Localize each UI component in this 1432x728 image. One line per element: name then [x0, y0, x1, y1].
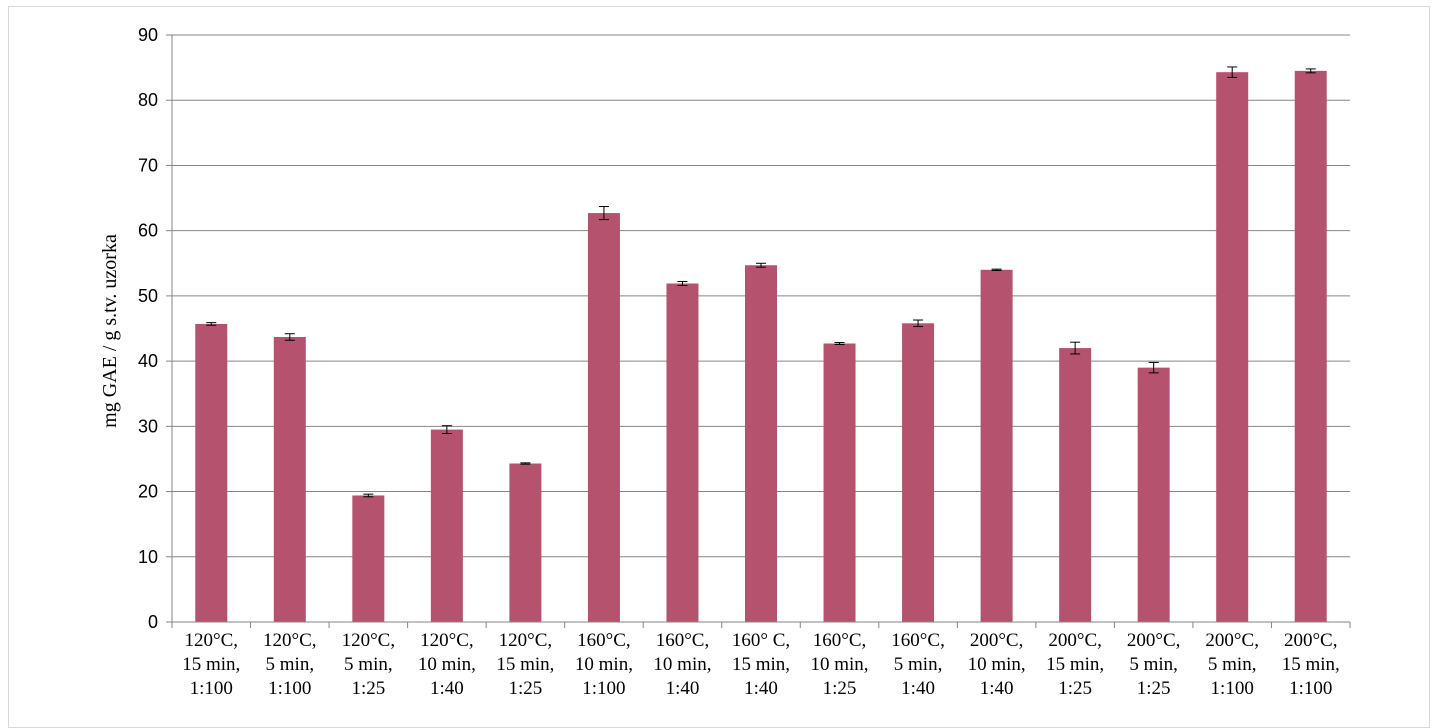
y-tick-label: 50: [138, 286, 158, 306]
error-bar: [284, 333, 295, 341]
x-tick-label: 120°C, 5 min, 1:100: [263, 630, 317, 699]
x-tick-label: 200°C, 5 min, 1:25: [1127, 630, 1181, 699]
y-tick-label: 90: [138, 25, 158, 45]
y-tick-label: 60: [138, 221, 158, 241]
bar: [1294, 70, 1327, 623]
x-tick-label: 200°C, 15 min, 1:100: [1282, 630, 1340, 699]
error-bar: [1305, 68, 1316, 74]
bar: [666, 283, 699, 622]
x-tick-label: 160°C, 10 min, 1:25: [811, 630, 869, 699]
error-bar: [520, 462, 531, 465]
bar: [745, 265, 777, 622]
x-tick-label: 160°C, 5 min, 1:40: [891, 630, 945, 699]
bar: [902, 323, 935, 622]
x-tick-label: 200°C, 10 min, 1:40: [968, 630, 1026, 699]
y-tick-label: 40: [138, 351, 158, 371]
bar: [509, 463, 542, 622]
error-bar: [834, 342, 845, 345]
x-tick-label: 120°C, 15 min, 1:25: [496, 630, 554, 699]
error-bar: [206, 322, 217, 326]
bar: [587, 213, 620, 622]
error-bar: [677, 281, 688, 286]
chart-frame: 0 10 20 30 40 50 60 70 80 90 120°C, 15 min, 1:100 12…: [8, 6, 1430, 728]
x-tick-label: 120°C, 15 min, 1:100: [182, 630, 240, 699]
axes: [166, 34, 1351, 628]
y-tick-label: 20: [138, 482, 158, 502]
x-tick-label: 120°C, 10 min, 1:40: [418, 630, 476, 699]
bar: [1216, 72, 1249, 623]
x-tick-label: 160°C, 10 min, 1:40: [653, 630, 711, 699]
x-tick-label: 120°C, 5 min, 1:25: [342, 630, 396, 699]
error-bars: [206, 66, 1316, 498]
x-tick-labels: 120°C, 15 min, 1:100 120°C, 5 min, 1:100 120°C…: [182, 630, 1340, 699]
bars: [195, 70, 1327, 623]
bar: [195, 323, 228, 622]
y-tick-label: 80: [138, 90, 158, 110]
bar: [430, 429, 463, 622]
y-axis-label: mg GAE / g s.tv. uzorka: [99, 234, 121, 428]
y-tick-label: 10: [138, 547, 158, 567]
bar: [823, 343, 856, 622]
error-bar: [913, 319, 924, 328]
bar: [352, 495, 385, 622]
y-tick-labels: 0 10 20 30 40 50 60 70 80 90: [138, 25, 158, 632]
error-bar: [363, 493, 374, 498]
x-tick-label: 200°C, 15 min, 1:25: [1046, 630, 1104, 699]
error-bar: [598, 206, 609, 221]
error-bar: [756, 262, 766, 268]
x-tick-label: 160° C, 15 min, 1:40: [732, 630, 790, 699]
error-bar: [1148, 361, 1159, 374]
error-bar: [1070, 341, 1081, 355]
bar: [1059, 348, 1092, 622]
x-tick-label: 200°C, 5 min, 1:100: [1205, 630, 1259, 699]
bar: [273, 336, 306, 622]
bar: [980, 269, 1013, 622]
error-bar: [1227, 66, 1238, 78]
bar: [1137, 367, 1170, 622]
y-tick-label: 30: [138, 416, 158, 436]
x-tick-label: 160°C, 10 min, 1:100: [575, 630, 633, 699]
y-tick-label: 0: [148, 612, 158, 632]
error-bar: [441, 425, 452, 435]
y-tick-label: 70: [138, 155, 158, 175]
error-bar: [991, 268, 1002, 271]
